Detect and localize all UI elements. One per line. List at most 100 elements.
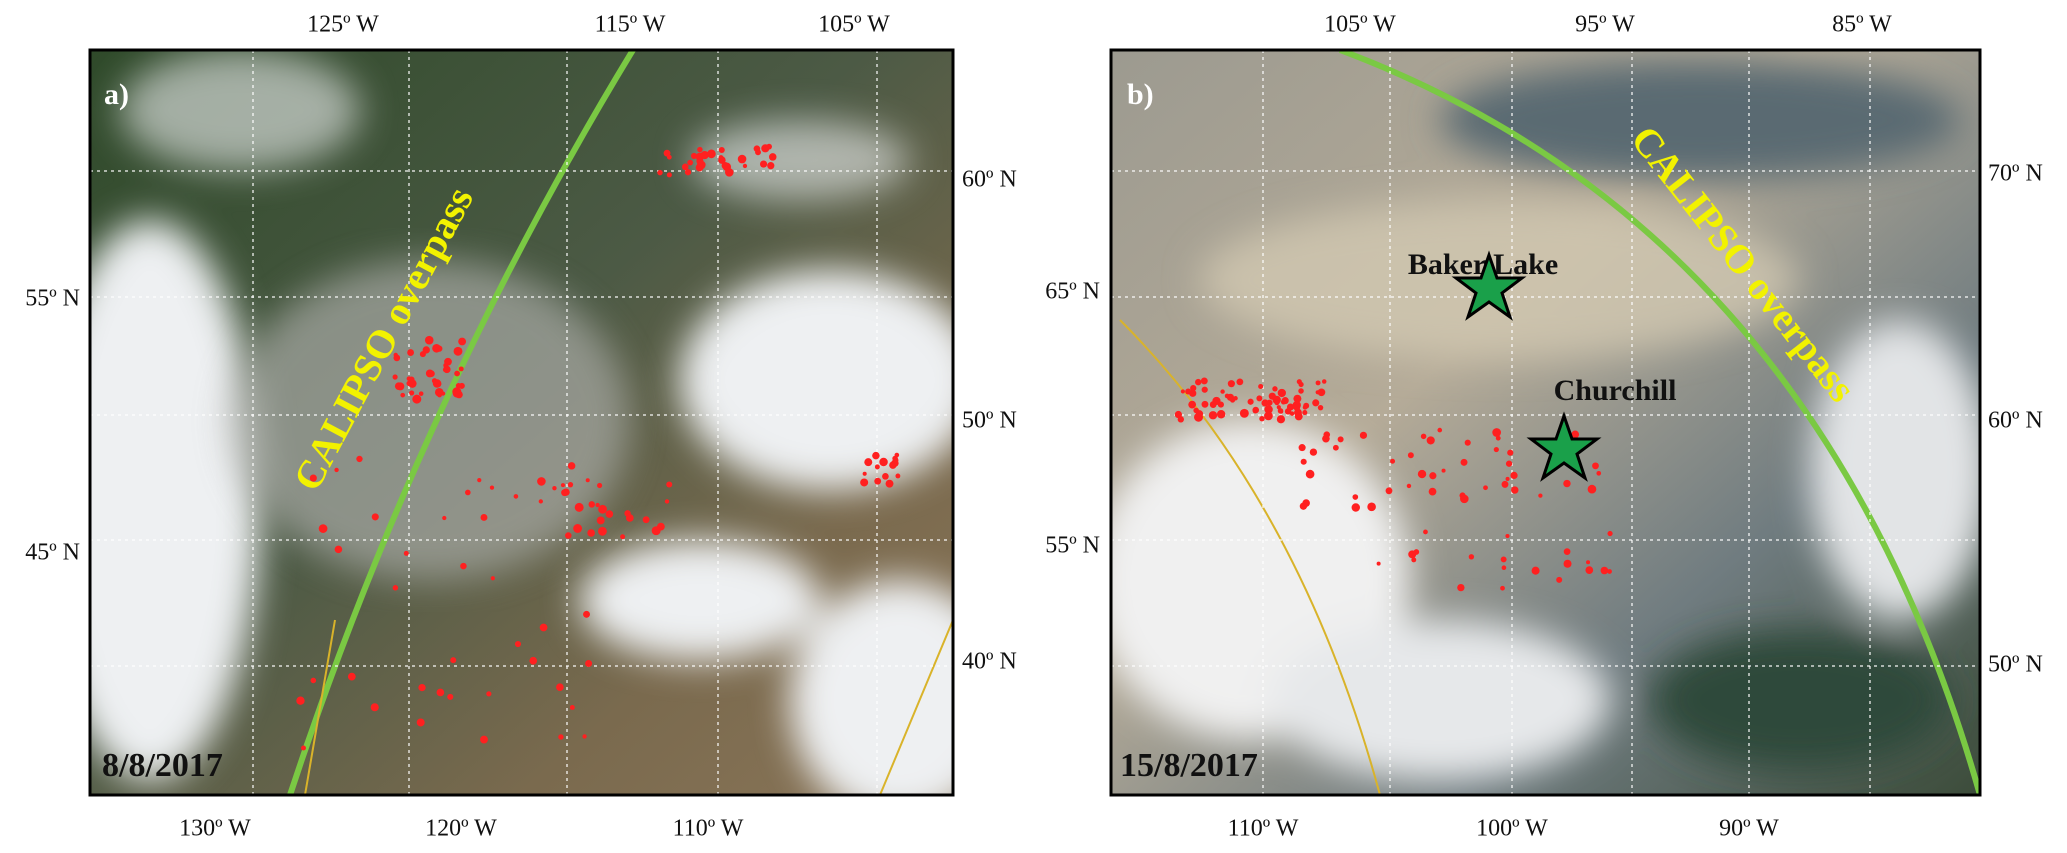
fire-hotspot	[416, 718, 425, 727]
fire-hotspot	[598, 526, 607, 536]
fire-hotspot	[480, 735, 488, 744]
fire-hotspot	[454, 370, 460, 377]
fire-hotspot	[1500, 585, 1505, 591]
fire-hotspot	[768, 153, 777, 161]
fire-hotspot	[657, 169, 663, 176]
fire-hotspot	[697, 146, 703, 153]
fire-hotspot	[1505, 460, 1513, 467]
fire-hotspot	[864, 458, 873, 467]
fire-hotspot	[1563, 479, 1571, 488]
fire-hotspot	[1298, 444, 1306, 452]
fire-hotspot	[480, 514, 488, 521]
fire-hotspot	[296, 696, 305, 705]
fire-hotspot	[582, 734, 587, 739]
fire-hotspot	[1423, 529, 1428, 535]
fire-hotspot	[718, 146, 725, 153]
fire-hotspot	[1315, 380, 1321, 386]
fire-hotspot	[1216, 410, 1226, 419]
lon-label: 95º W	[1575, 12, 1635, 38]
fire-hotspot	[1188, 400, 1197, 409]
fire-hotspot	[620, 534, 626, 540]
lon-label: 130º W	[179, 816, 251, 842]
fire-hotspot	[1259, 415, 1265, 422]
fire-hotspot	[753, 145, 761, 152]
fire-hotspot	[583, 610, 590, 618]
fire-hotspot	[560, 483, 566, 488]
map-panel: a) 8/8/2017 CALIPSO overpass 125º W 115º…	[25, 12, 1017, 842]
fire-hotspot	[408, 376, 415, 383]
fire-hotspot	[412, 394, 422, 404]
fire-hotspot	[300, 745, 306, 751]
fire-hotspot	[1276, 405, 1281, 410]
fire-hotspot	[1359, 431, 1368, 439]
fire-hotspot	[595, 502, 600, 508]
lon-label: 100º W	[1476, 816, 1548, 842]
fire-hotspot	[1200, 377, 1208, 385]
fire-hotspot	[1501, 480, 1509, 488]
lat-label: 50º N	[962, 408, 1017, 434]
fire-hotspot	[1420, 433, 1427, 440]
lat-label: 70º N	[1988, 161, 2043, 187]
site-star	[1526, 411, 1602, 482]
fire-hotspot	[681, 163, 689, 171]
fire-hotspot	[567, 462, 576, 470]
fire-hotspot	[432, 379, 442, 388]
fire-hotspot	[1302, 405, 1308, 410]
fire-hotspot	[573, 524, 583, 533]
fire-hotspot	[1531, 566, 1540, 575]
lat-label: 40º N	[962, 649, 1017, 675]
fire-hotspot	[1607, 569, 1612, 574]
fire-hotspot	[1411, 557, 1417, 563]
fire-hotspot	[1321, 379, 1327, 384]
fire-hotspot	[392, 585, 399, 591]
fire-hotspot	[453, 346, 463, 356]
fire-hotspot	[1317, 404, 1324, 411]
fire-hotspot	[1367, 502, 1376, 512]
fire-hotspot	[1441, 468, 1446, 473]
fire-hotspot	[1511, 486, 1519, 494]
fire-hotspot	[1256, 395, 1263, 402]
fire-hotspot	[393, 354, 401, 362]
fire-hotspot	[879, 457, 888, 467]
fire-hotspot	[1294, 412, 1303, 421]
lon-label: 115º W	[595, 12, 666, 38]
fire-hotspot	[722, 162, 732, 172]
fire-hotspot	[1279, 409, 1284, 414]
fire-hotspot	[422, 346, 430, 354]
fire-hotspot	[1302, 410, 1308, 416]
lat-label: 55º N	[1045, 533, 1100, 559]
fire-hotspot	[625, 514, 634, 522]
fire-hotspot	[1220, 389, 1225, 394]
fire-hotspot	[356, 455, 363, 463]
fire-hotspot	[310, 677, 317, 684]
lon-label: 105º W	[1324, 12, 1396, 38]
fire-hotspot	[1286, 403, 1295, 411]
fire-hotspot	[490, 576, 495, 581]
fire-hotspot	[895, 473, 901, 479]
fire-hotspot	[1299, 502, 1308, 510]
fire-hotspot	[1201, 400, 1209, 408]
fire-hotspot	[514, 640, 522, 648]
fire-hotspot	[1180, 389, 1185, 394]
fire-hotspot	[1408, 550, 1417, 559]
fire-hotspot	[569, 704, 575, 710]
fire-hotspot	[889, 461, 897, 469]
fire-hotspot	[538, 499, 543, 504]
fire-hotspot	[539, 623, 548, 632]
fire-hotspot	[707, 149, 716, 159]
lon-label: 120º W	[425, 816, 497, 842]
fire-hotspot	[1298, 388, 1304, 394]
fire-hotspot	[442, 515, 447, 521]
fire-hotspot	[666, 154, 672, 160]
fire-hotspot	[1429, 472, 1437, 480]
fire-hotspot	[1585, 566, 1594, 574]
fire-hotspot	[651, 526, 661, 536]
fire-hotspot	[666, 172, 672, 178]
fire-hotspot	[489, 485, 495, 490]
fire-hotspot	[1352, 494, 1359, 500]
fire-hotspot	[486, 691, 492, 697]
fire-hotspot	[1258, 383, 1264, 389]
fire-hotspot	[1556, 576, 1563, 583]
fire-hotspot	[684, 169, 692, 176]
fire-hotspot	[1510, 471, 1518, 480]
